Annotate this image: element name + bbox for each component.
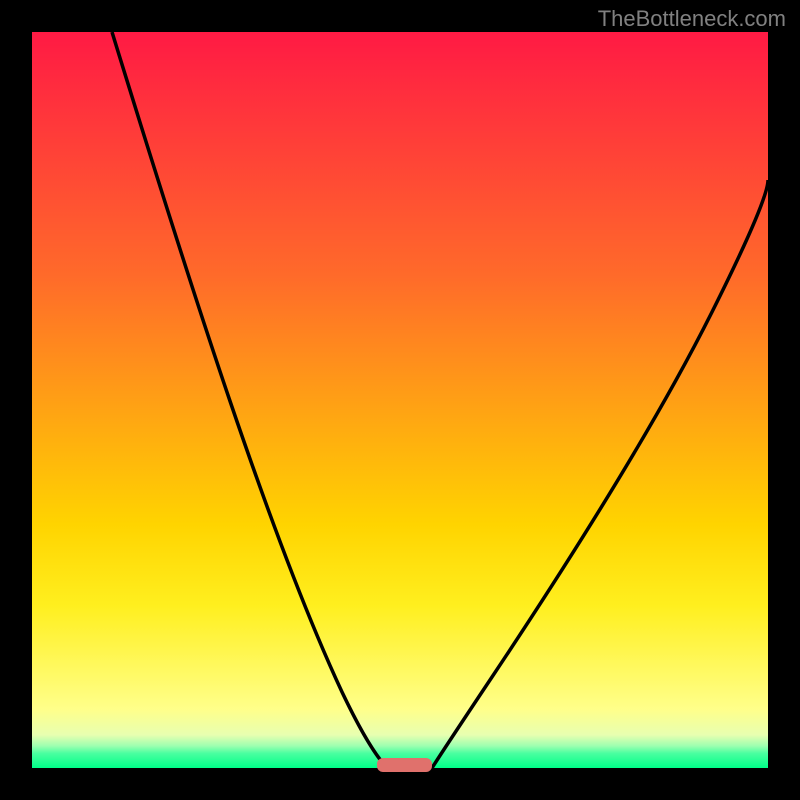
left-curve: [112, 32, 387, 768]
chart-plot-area: [32, 32, 768, 768]
watermark-text: TheBottleneck.com: [598, 6, 786, 32]
curves-svg: [32, 32, 768, 768]
bottleneck-marker: [377, 758, 432, 772]
right-curve: [432, 180, 768, 768]
